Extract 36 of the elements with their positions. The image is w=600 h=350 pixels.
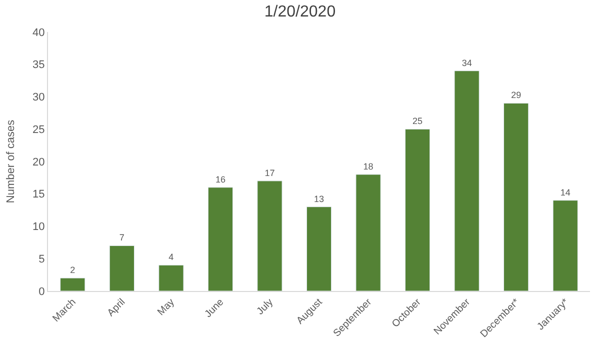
bar — [454, 70, 480, 291]
y-tick-label: 30 — [32, 92, 45, 104]
data-label: 13 — [314, 194, 324, 204]
bar — [552, 200, 578, 291]
bar — [306, 206, 332, 291]
y-tick-label: 10 — [32, 221, 45, 234]
y-tick-label: 20 — [32, 156, 45, 168]
data-label: 18 — [363, 161, 374, 172]
y-tick-label: 15 — [32, 188, 45, 201]
bar — [208, 187, 234, 291]
data-label: 29 — [511, 90, 522, 100]
x-tick-label: May — [156, 296, 177, 318]
data-label: 17 — [264, 168, 275, 178]
bar — [356, 174, 381, 291]
data-label: 7 — [119, 232, 124, 243]
data-label: 4 — [168, 252, 174, 262]
y-axis-title: Number of cases — [5, 119, 18, 204]
y-tick-label: 40 — [32, 26, 45, 39]
data-label: 34 — [462, 58, 472, 68]
data-label: 25 — [412, 116, 423, 126]
y-tick-label: 0 — [38, 286, 45, 298]
x-tick-label: July — [255, 296, 276, 318]
chart-title: 1/20/2020 — [264, 3, 336, 20]
data-label: 14 — [560, 187, 570, 198]
y-tick-label: 5 — [38, 253, 45, 266]
bar — [404, 128, 430, 291]
y-tick-label: 25 — [32, 124, 45, 136]
bar — [60, 278, 86, 291]
bar — [158, 264, 184, 291]
bar — [257, 180, 282, 291]
x-tick-label: June — [202, 296, 226, 320]
data-label: 16 — [215, 174, 226, 184]
bar — [109, 245, 134, 291]
data-label: 2 — [70, 265, 76, 276]
bar — [504, 102, 529, 291]
y-tick-label: 35 — [32, 59, 45, 72]
